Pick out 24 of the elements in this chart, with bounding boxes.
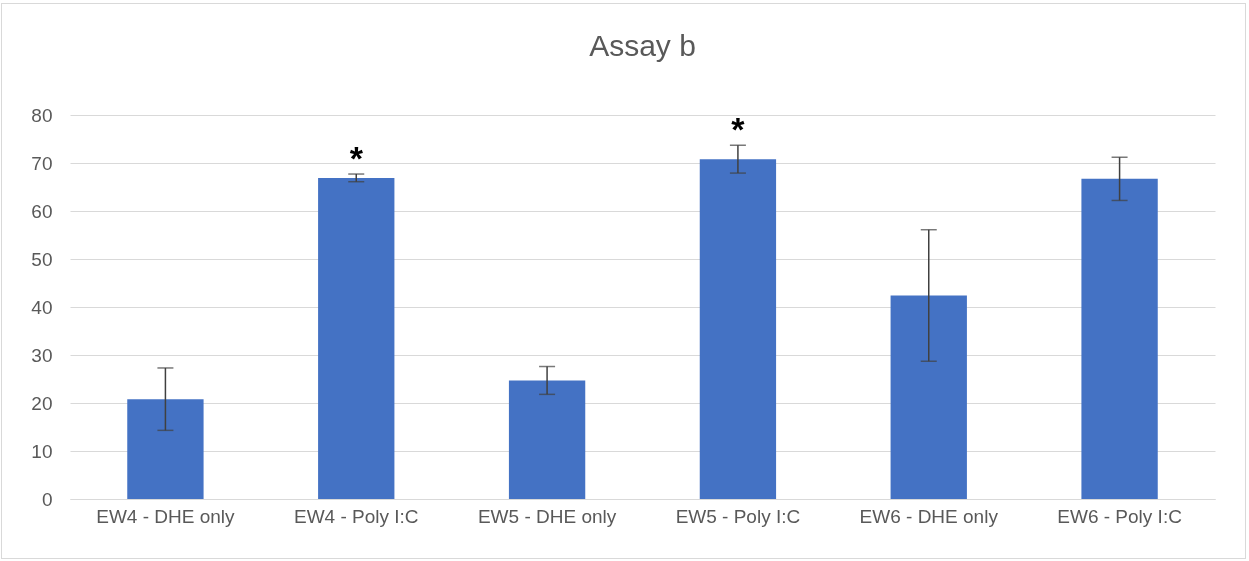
x-tick-label: EW4 - Poly I:C [293,505,419,527]
bar [1081,178,1158,499]
y-tick-label: 30 [31,344,53,366]
x-tick-label: EW6 - DHE only [859,505,999,527]
x-tick-label: EW6 - Poly I:C [1057,505,1182,527]
annotation: * [731,110,746,149]
annotation: * [349,139,364,178]
chart-title: Assay b [589,29,696,62]
x-tick-label: EW4 - DHE only [96,505,236,527]
y-tick-label: 60 [31,200,53,222]
y-tick-label: 50 [31,248,53,270]
y-tick-label: 10 [31,440,53,462]
x-tick-label: EW5 - DHE only [477,505,617,527]
y-tick-label: 40 [31,296,53,318]
y-tick-label: 70 [31,152,53,174]
bar [699,159,777,499]
y-tick-label: 80 [31,104,53,126]
y-tick-label: 20 [31,392,53,414]
bar [318,177,395,499]
y-tick-label: 0 [41,488,53,510]
bar [508,380,586,499]
bar [890,295,967,499]
x-tick-label: EW5 - Poly I:C [675,505,801,527]
bar [127,399,204,499]
